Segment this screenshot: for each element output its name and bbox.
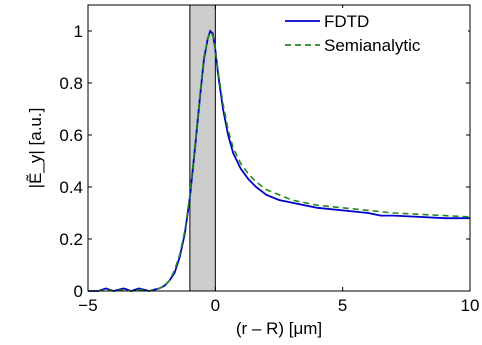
x-tick-label: 5 bbox=[338, 296, 347, 315]
legend: FDTD Semianalytic bbox=[282, 8, 468, 64]
shaded-region bbox=[189, 4, 216, 292]
y-tick-label: 0 bbox=[74, 282, 83, 301]
y-tick-label: 0.6 bbox=[59, 126, 83, 145]
y-tick-label: 0.8 bbox=[59, 74, 83, 93]
y-axis-label: |Ẽ_y| [a.u.] bbox=[26, 108, 45, 189]
axis-ticks bbox=[87, 5, 471, 292]
series-layer bbox=[88, 29, 471, 292]
series-line-semianalytic bbox=[88, 30, 471, 292]
x-tick-label: 0 bbox=[211, 296, 220, 315]
legend-box bbox=[282, 8, 468, 64]
plot-frame bbox=[87, 4, 471, 292]
x-axis-label: (r – R) [μm] bbox=[236, 319, 322, 338]
legend-entry-fdtd: FDTD bbox=[324, 12, 369, 31]
series-line-fdtd bbox=[88, 29, 470, 292]
y-tick-label: 1 bbox=[74, 22, 83, 41]
y-tick-label: 0.4 bbox=[59, 178, 83, 197]
x-tick-label: −5 bbox=[78, 296, 97, 315]
legend-entry-semianalytic: Semianalytic bbox=[324, 36, 421, 55]
x-tick-label: 10 bbox=[461, 296, 480, 315]
y-tick-label: 0.2 bbox=[59, 230, 83, 249]
